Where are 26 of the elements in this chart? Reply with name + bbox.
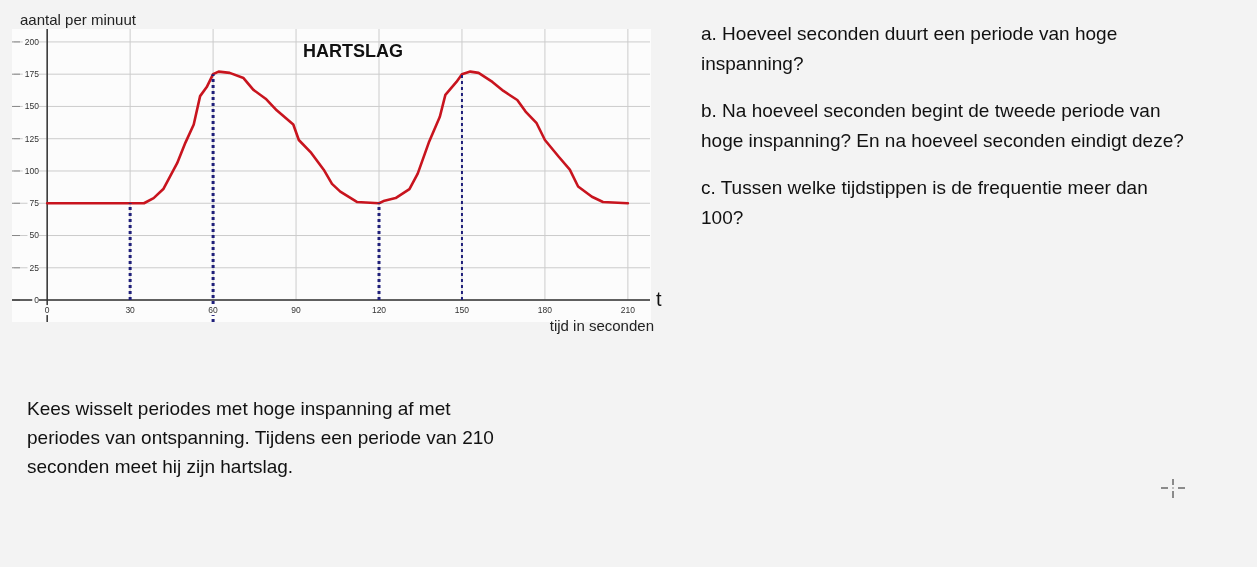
y-tick-label: 150 — [24, 101, 40, 112]
text: a. Hoeveel seconden duurt een periode van hoge inspanning? — [701, 22, 1119, 76]
line-series — [45, 70, 630, 205]
text: t — [656, 288, 662, 311]
y-tick-label: 125 — [24, 133, 40, 144]
y-tick-label: 50 — [29, 230, 40, 241]
text: Kees wisselt periodes met hoge inspanning af met periodes van ontspanning. Tijdens een periode van 210 seconden meet hij zijn hartslag. — [27, 397, 495, 479]
x-tick-label: 150 — [454, 305, 470, 316]
text: c. Tussen welke tijdstippen is de frequentie meer dan 100? — [701, 176, 1149, 230]
text: b. Na hoeveel seconden begint de tweede periode van hoge inspanning? En na hoeveel seconden eindigt deze? — [701, 99, 1185, 153]
x-tick-label: 0 — [44, 305, 50, 316]
x-tick-label: 90 — [291, 305, 302, 316]
y-tick-label: 100 — [24, 165, 40, 176]
x-axis-title: tijd in seconden — [549, 317, 654, 334]
y-tick-label: 25 — [29, 262, 40, 273]
y-tick-label: 175 — [24, 69, 40, 80]
x-tick-label: 120 — [371, 305, 387, 316]
x-tick-label: 30 — [125, 305, 136, 316]
text: HARTSLAG — [303, 41, 403, 61]
y-axis-title: aantal per minuut — [20, 11, 137, 28]
x-tick-label: 210 — [620, 305, 636, 316]
y-tick-label: 200 — [24, 36, 40, 47]
y-tick-label: 75 — [29, 198, 40, 209]
y-tick-label: 0 — [34, 295, 40, 306]
x-tick-label: 180 — [537, 305, 553, 316]
x-tick-label: 60 — [208, 305, 219, 316]
